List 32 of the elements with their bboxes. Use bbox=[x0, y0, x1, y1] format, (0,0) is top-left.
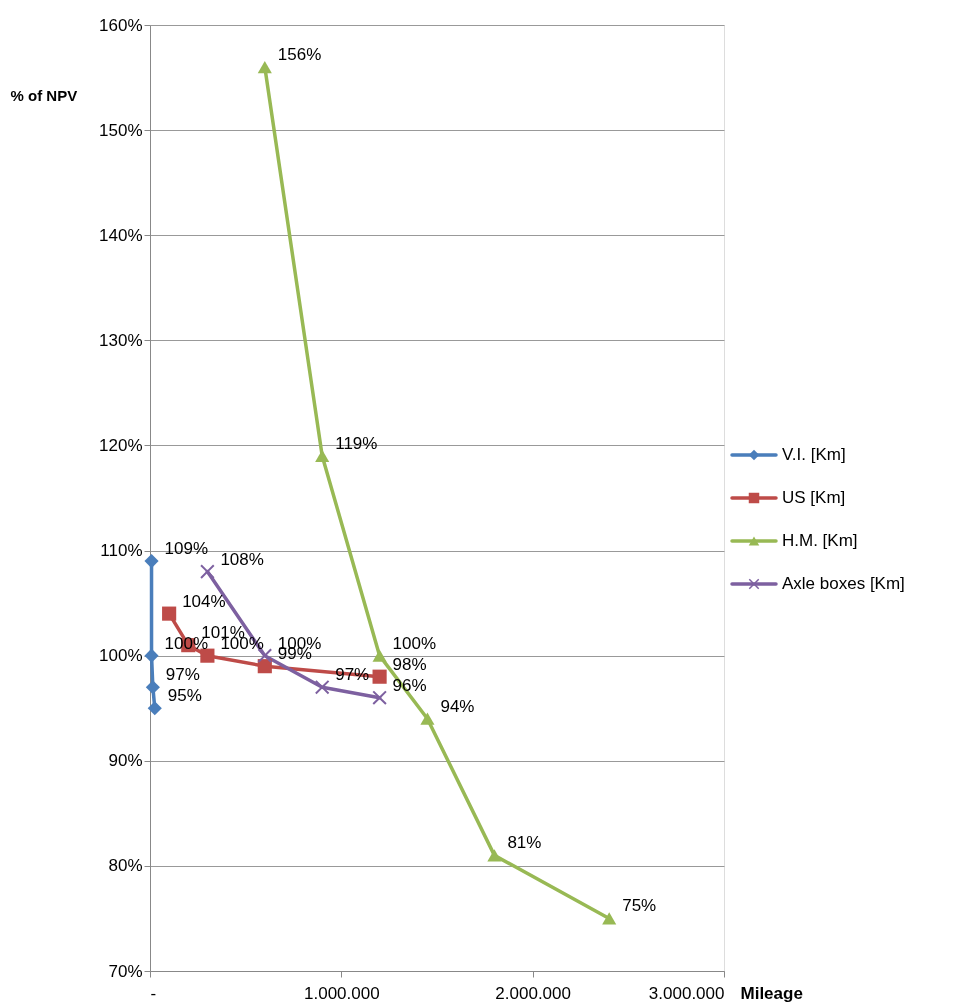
legend-label: H.M. [Km] bbox=[782, 531, 858, 550]
y-tick-label: 80% bbox=[108, 856, 143, 876]
y-tick-label: 160% bbox=[99, 15, 143, 35]
data-label: 109% bbox=[164, 539, 209, 559]
x-tick-label: 1.000.000 bbox=[304, 983, 380, 1003]
y-tick-label: 100% bbox=[99, 646, 143, 666]
y-tick-label: 70% bbox=[108, 961, 143, 981]
legend-label: V.I. [Km] bbox=[782, 445, 846, 464]
data-label: 75% bbox=[622, 896, 657, 916]
data-label: 156% bbox=[277, 45, 322, 65]
data-label: 119% bbox=[335, 433, 378, 453]
data-label: 81% bbox=[507, 833, 542, 853]
legend-label: Axle boxes [Km] bbox=[782, 574, 905, 593]
y-tick-label: 90% bbox=[108, 751, 143, 771]
x-tick-label: - bbox=[150, 983, 157, 1003]
data-label: 97% bbox=[165, 665, 200, 685]
y-tick-label: 150% bbox=[99, 120, 143, 140]
y-tick-label: 130% bbox=[99, 330, 143, 350]
data-label: 94% bbox=[440, 696, 475, 716]
y-axis-title: % of NPV bbox=[10, 86, 78, 104]
data-label: 100% bbox=[392, 633, 437, 653]
legend-label: US [Km] bbox=[782, 488, 846, 507]
x-axis-title: Mileage bbox=[740, 983, 803, 1003]
x-tick-label: 3.000.000 bbox=[648, 983, 725, 1003]
data-label: 95% bbox=[167, 686, 202, 706]
x-tick-label: 2.000.000 bbox=[495, 983, 571, 1003]
data-label: 104% bbox=[182, 591, 226, 611]
y-tick-label: 110% bbox=[100, 541, 143, 561]
y-tick-label: 140% bbox=[99, 225, 143, 245]
y-tick-label: 120% bbox=[99, 435, 143, 455]
data-label: 108% bbox=[220, 549, 264, 569]
data-label: 98% bbox=[392, 654, 427, 674]
